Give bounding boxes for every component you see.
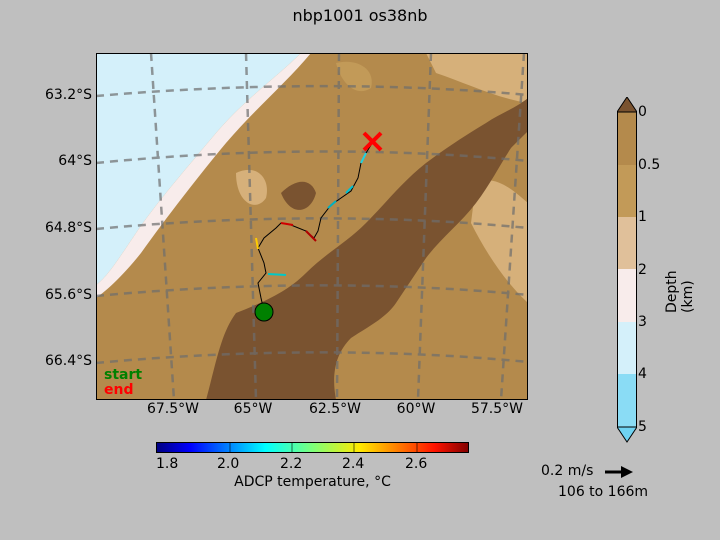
lat-label: 63.2°S [44, 87, 92, 103]
lat-label: 65.6°S [44, 287, 92, 303]
colorbar-segment [617, 322, 637, 374]
graticule-line [244, 53, 258, 400]
start-legend: start [104, 367, 143, 383]
graticule-line [499, 53, 526, 400]
depth-tick: 3 [638, 314, 647, 330]
adcp-vector [327, 200, 337, 209]
graticule-line [96, 150, 528, 165]
lon-label: 67.5°W [146, 401, 199, 417]
depth-tick: 4 [638, 366, 647, 382]
graticule-line [96, 351, 528, 365]
ice-edge [96, 53, 311, 298]
depth-tick: 5 [638, 419, 647, 435]
temp-tick: 1.8 [156, 456, 179, 472]
end-legend: end [104, 382, 134, 398]
lat-label: 64.8°S [44, 220, 92, 236]
adcp-vectors [255, 152, 367, 276]
graticule-line [149, 53, 176, 400]
adcp-vector [305, 230, 317, 242]
lat-label: 66.4°S [44, 353, 92, 369]
adcp-vector [267, 273, 287, 276]
deep-trough [206, 98, 528, 400]
plot-title: nbp1001 os38nb [292, 6, 428, 25]
colorbar-segment [617, 374, 637, 427]
adcp-vector [360, 152, 367, 164]
depth-tick: 1 [638, 209, 647, 225]
graticule [96, 53, 528, 400]
graticule-line [416, 53, 433, 400]
adcp-vector [345, 185, 354, 194]
temperature-colorbar-label: ADCP temperature, °C [234, 474, 391, 490]
graticule-line [96, 217, 528, 231]
lon-label: 65°W [233, 401, 273, 417]
graticule-line [96, 84, 528, 98]
temp-tick: 2.6 [405, 456, 428, 472]
end-marker [362, 131, 383, 152]
temperature-gradient [156, 442, 469, 453]
land-area [96, 53, 301, 285]
lon-label: 62.5°W [308, 401, 361, 417]
temp-tick: 2.2 [280, 456, 303, 472]
temperature-colorbar [156, 442, 469, 453]
bathymetry-map [96, 53, 528, 400]
velocity-key-label: 0.2 m/s [541, 463, 594, 479]
mid-patch [336, 61, 372, 92]
depth-tick: 0.5 [638, 157, 661, 173]
colorbar-segment [617, 269, 637, 322]
temp-tick: 2.0 [217, 456, 240, 472]
lat-label: 64°S [58, 153, 92, 169]
adcp-vector [255, 237, 259, 250]
start-marker [254, 302, 274, 322]
colorbar-extend-top [617, 97, 637, 113]
temperature-dividers [229, 442, 418, 453]
adcp-vector [280, 222, 294, 226]
colorbar-segment [617, 217, 637, 269]
colorbar-extend-bottom [617, 426, 637, 443]
depth-colorbar-label: Depth (km) [664, 270, 696, 313]
graticule-line [335, 53, 341, 400]
colorbar-segment [617, 165, 637, 217]
deep-patch [281, 181, 316, 210]
temperature-frame [156, 442, 469, 453]
shallow-patch [426, 53, 528, 103]
temp-tick: 2.4 [342, 456, 365, 472]
colorbar-frame [617, 111, 637, 428]
velocity-arrow-icon [605, 466, 633, 478]
depth-tick: 2 [638, 262, 647, 278]
map-frame [96, 53, 528, 400]
shallow-patch [236, 169, 267, 205]
depth-colorbar [617, 97, 637, 443]
depth-range-label: 106 to 166m [558, 484, 649, 500]
lon-label: 60°W [396, 401, 436, 417]
colorbar-segment [617, 112, 637, 165]
lon-label: 57.5°W [470, 401, 523, 417]
depth-tick: 0 [638, 104, 647, 120]
graticule-line [96, 284, 528, 298]
